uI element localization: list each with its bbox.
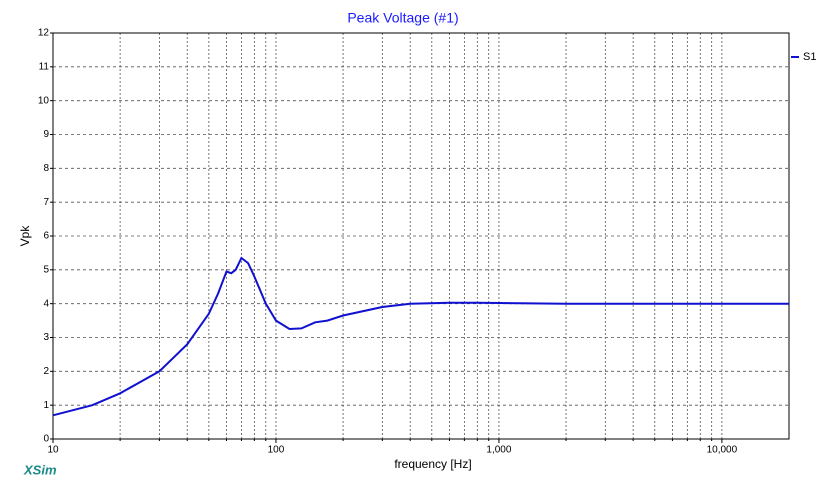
- x-tick-label: 10,000: [707, 445, 738, 456]
- y-tick-label: 10: [38, 95, 50, 106]
- y-tick-label: 12: [38, 28, 50, 39]
- x-axis-label: frequency [Hz]: [394, 457, 471, 471]
- legend-label: S1: [803, 51, 816, 63]
- y-tick-label: 5: [43, 264, 49, 275]
- plot-frame: [52, 32, 790, 440]
- y-tick-label: 9: [43, 129, 49, 140]
- y-tick-label: 11: [39, 61, 50, 72]
- y-axis-label: Vpk: [18, 225, 32, 247]
- y-tick-label: 2: [43, 366, 49, 377]
- y-tick-label: 7: [43, 197, 49, 208]
- x-tick-label: 1,000: [486, 445, 511, 456]
- x-tick-label: 100: [268, 445, 285, 456]
- y-tick-label: 1: [43, 400, 49, 411]
- y-tick-label: 3: [43, 332, 49, 343]
- data-line: [52, 256, 789, 417]
- y-tick-label: 0: [43, 434, 49, 445]
- brand: XSim: [23, 462, 57, 477]
- y-tick-label: 6: [43, 231, 49, 242]
- y-tick-label: 4: [43, 298, 49, 309]
- chart-title: Peak Voltage (#1): [347, 10, 458, 26]
- x-tick-label: 10: [47, 445, 59, 456]
- y-tick-label: 8: [43, 163, 49, 174]
